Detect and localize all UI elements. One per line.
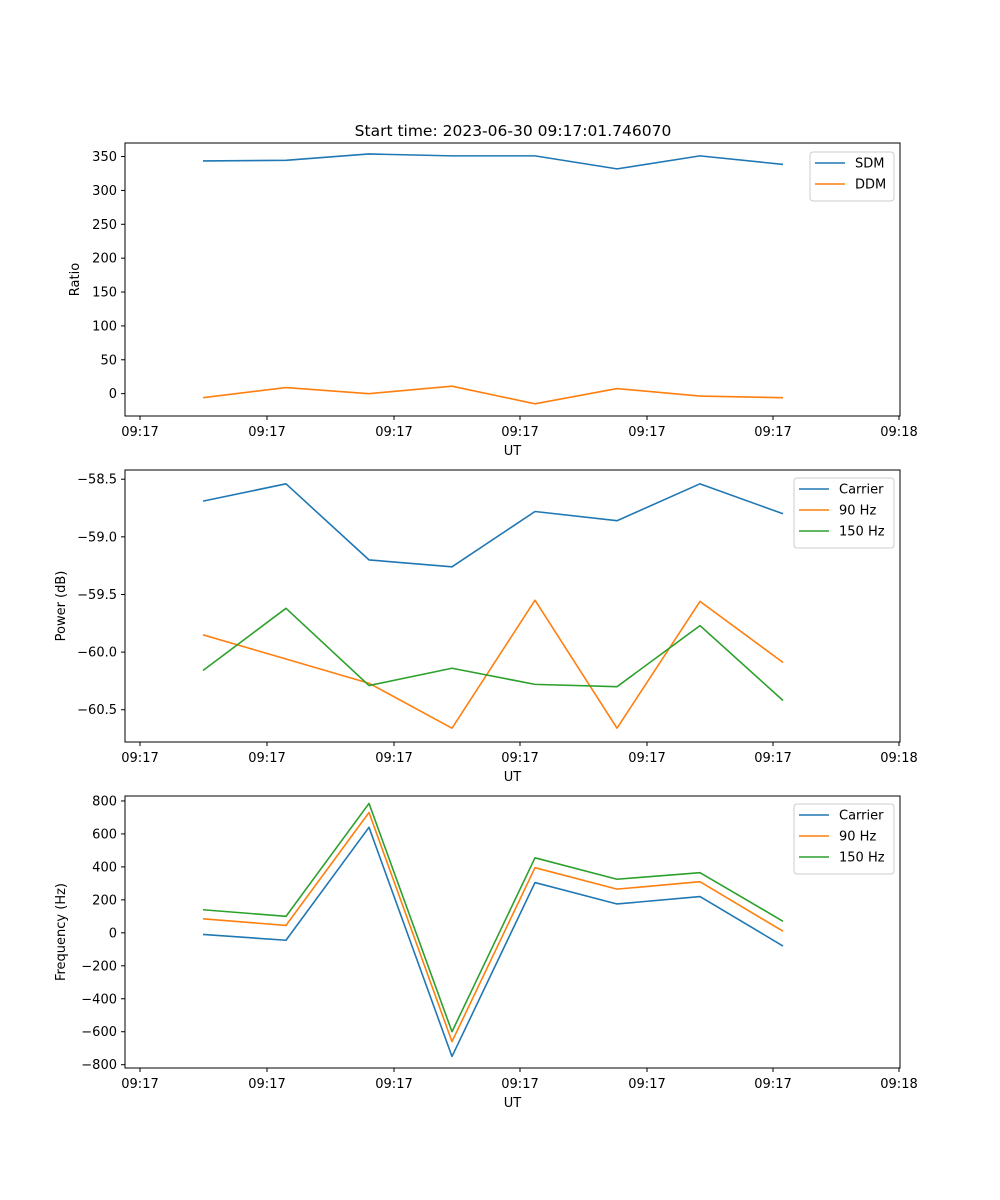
x-axis-label: UT [504,770,522,785]
y-tick-label: 0 [109,926,117,941]
y-tick-label: 250 [92,218,117,233]
y-tick-label: −400 [81,992,117,1007]
legend-label: 90 Hz [839,830,876,845]
y-tick-label: −59.5 [77,588,117,603]
y-tick-label: −800 [81,1058,117,1073]
y-tick-label: −59.0 [77,530,117,545]
y-tick-label: 400 [92,860,117,875]
legend-label: 90 Hz [839,504,876,519]
legend: Carrier 90 Hz 150 Hz [793,803,895,875]
legend-label: 150 Hz [839,525,885,540]
x-tick-label: 09:17 [501,425,538,440]
legend: Carrier 90 Hz 150 Hz [793,477,895,549]
subplot-3: 09:17 09:17 09:17 09:17 09:17 09:17 09:18 800 60… [54,794,918,1111]
axes-frame [124,795,901,1069]
y-tick-label: 50 [100,353,117,368]
y-axis-label: Power (dB) [54,571,69,642]
y-tick-label: 350 [92,150,117,165]
y-tick-label: −600 [81,1025,117,1040]
subplots: 09:17 09:17 09:17 09:17 09:17 09:17 09:18 0 50 10… [54,142,918,1111]
y-tick-label: −200 [81,959,117,974]
y-tick-label: 150 [92,286,117,301]
subplot-1: 09:17 09:17 09:17 09:17 09:17 09:17 09:18 0 50 10… [68,142,918,459]
series-line-carrier [202,826,784,1058]
x-tick-label: 09:17 [501,1077,538,1092]
axes-frame [124,469,901,743]
y-tick-label: 300 [92,184,117,199]
legend-frame [809,151,895,202]
x-tick-label: 09:17 [248,751,285,766]
y-tick-label: 200 [92,252,117,267]
y-tick-label: 600 [92,827,117,842]
series-line-carrier [202,483,784,568]
legend-label: 150 Hz [839,851,885,866]
x-tick-label: 09:17 [248,1077,285,1092]
y-axis-label: Frequency (Hz) [54,883,69,981]
x-tick-label: 09:17 [121,1077,158,1092]
series-line-150-hz [202,607,784,702]
x-tick-label: 09:17 [375,751,412,766]
series-line-90-hz [202,811,784,1043]
y-tick-label: 0 [109,387,117,402]
x-tick-label: 09:17 [121,751,158,766]
legend: SDM DDM [809,151,895,202]
y-tick-label: −58.5 [77,473,117,488]
x-axis-label: UT [504,444,522,459]
legend-label: Carrier [839,483,884,498]
legend-label: Carrier [839,809,884,824]
x-tick-label: 09:17 [375,425,412,440]
y-axis-label: Ratio [68,263,83,296]
y-tick-label: 800 [92,794,117,809]
axes-frame [124,142,901,417]
x-tick-label: 09:17 [248,425,285,440]
x-tick-label: 09:17 [121,425,158,440]
series-line-ddm [202,385,784,405]
x-tick-label: 09:17 [754,425,791,440]
subplot-2: 09:17 09:17 09:17 09:17 09:17 09:17 09:18 −58.5… [54,469,918,785]
x-tick-label: 09:17 [754,1077,791,1092]
y-tick-label: −60.5 [77,703,117,718]
x-tick-label: 09:17 [501,751,538,766]
series-line-90-hz [202,599,784,729]
y-tick-label: 200 [92,893,117,908]
series-line-150-hz [202,802,784,1033]
x-tick-label: 09:17 [628,1077,665,1092]
figure-title: Start time: 2023-06-30 09:17:01.746070 [355,122,672,140]
x-tick-label: 09:17 [628,751,665,766]
x-axis-label: UT [504,1096,522,1111]
legend-label: SDM [855,157,884,172]
series-line-sdm [202,153,784,170]
x-tick-label: 09:17 [754,751,791,766]
y-tick-label: 100 [92,319,117,334]
legend-label: DDM [855,178,886,193]
x-tick-label: 09:18 [880,751,917,766]
x-tick-label: 09:17 [628,425,665,440]
x-tick-label: 09:18 [880,425,917,440]
y-tick-label: −60.0 [77,646,117,661]
x-tick-label: 09:18 [880,1077,917,1092]
x-tick-label: 09:17 [375,1077,412,1092]
